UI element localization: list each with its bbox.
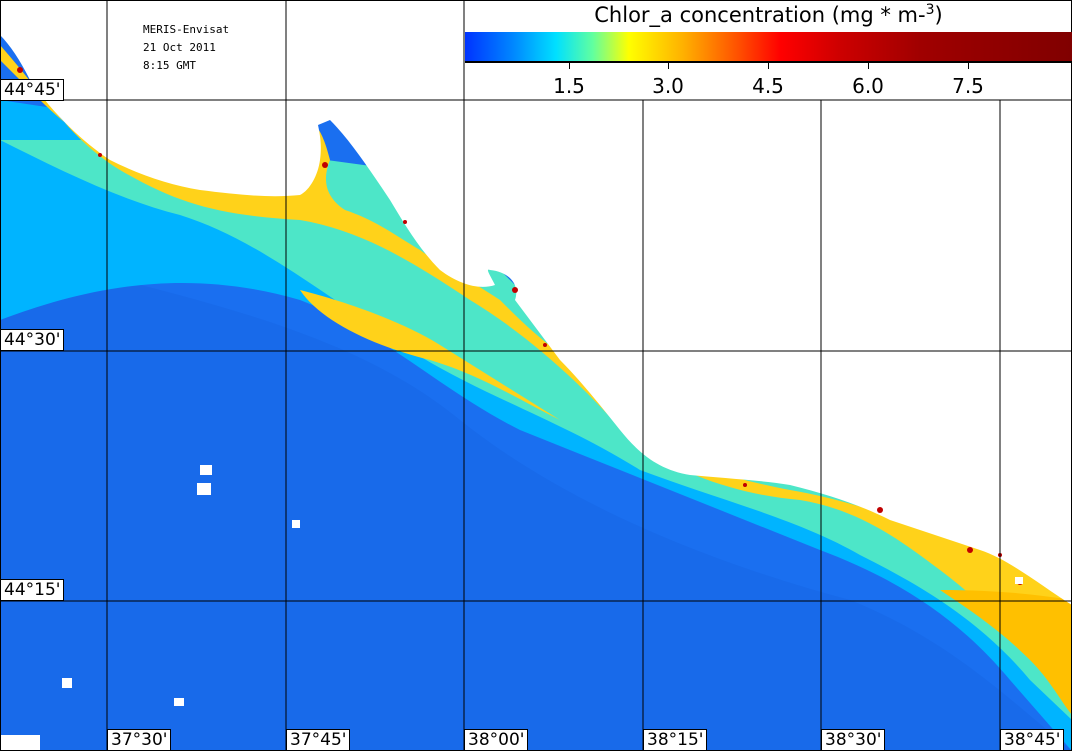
sensor-label: MERIS-Envisat (143, 23, 230, 36)
date-label: 21 Oct 2011 (143, 41, 216, 54)
longitude-label: 38°30' (821, 729, 886, 751)
legend-tick-mark (968, 63, 969, 69)
longitude-label: 37°45' (286, 729, 351, 751)
longitude-label: 37°30' (107, 729, 172, 751)
east-bloom (940, 590, 1072, 715)
legend-title: Chlor_a concentration (mg * m-3) (594, 2, 943, 27)
legend-tick-label: 7.5 (952, 74, 984, 98)
legend-tick-mark (768, 63, 769, 69)
acquisition-info: MERIS-Envisat 21 Oct 2011 8:15 GMT (143, 21, 229, 75)
cloud-pixels (0, 465, 1023, 751)
coastal-high-band (0, 45, 1072, 690)
offshore-bloom-lobe (300, 290, 560, 420)
longitude-label: 38°00' (464, 729, 529, 751)
offshore-band (0, 250, 1072, 751)
longitude-label: 38°15' (643, 729, 708, 751)
west-inshore-patch (0, 150, 100, 202)
land-mass (0, 0, 1072, 605)
latitude-label: 44°30' (0, 329, 65, 351)
legend-tick-label: 4.5 (752, 74, 784, 98)
legend-tick-label: 6.0 (852, 74, 884, 98)
latitude-label: 44°45' (0, 79, 65, 101)
latitude-label: 44°15' (0, 579, 65, 601)
longitude-label: 38°45' (1000, 729, 1065, 751)
coastal-low-band (0, 100, 1072, 751)
legend-tick-mark (569, 63, 570, 69)
time-label: 8:15 GMT (143, 59, 196, 72)
legend-tick-label: 1.5 (553, 74, 585, 98)
legend-tick-mark (668, 63, 669, 69)
color-scale-bar (465, 32, 1072, 63)
legend-tick-label: 3.0 (652, 74, 684, 98)
legend-tick-mark (868, 63, 869, 69)
